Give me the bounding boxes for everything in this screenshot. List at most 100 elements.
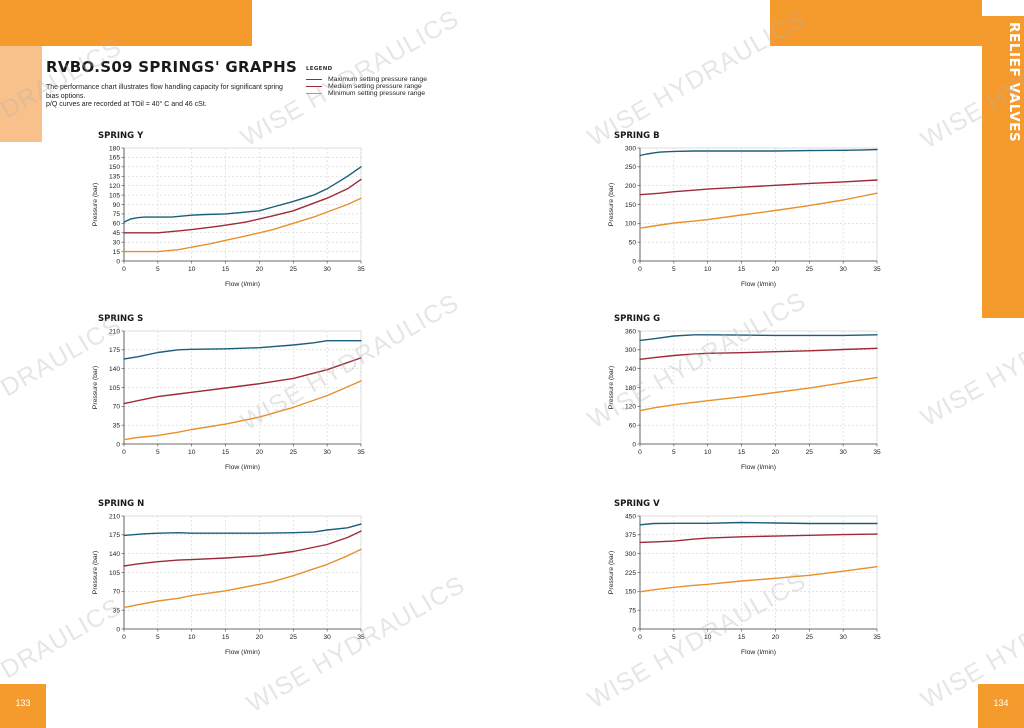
- x-tick-label: 30: [323, 266, 331, 273]
- y-tick-label: 300: [625, 551, 636, 558]
- x-tick-label: 35: [873, 634, 881, 641]
- x-tick-label: 25: [290, 266, 298, 273]
- x-tick-label: 5: [672, 449, 676, 456]
- y-tick-label: 105: [109, 192, 120, 199]
- x-tick-label: 15: [222, 266, 230, 273]
- page-number-left: 133: [15, 698, 31, 708]
- x-tick-label: 35: [357, 266, 365, 273]
- legend-item-label: Maximum setting pressure range: [328, 76, 427, 83]
- chart-title: SPRING N: [98, 499, 144, 509]
- y-tick-label: 135: [109, 174, 120, 181]
- y-tick-label: 100: [625, 221, 636, 228]
- x-tick-label: 35: [357, 634, 365, 641]
- x-tick-label: 25: [290, 634, 298, 641]
- y-tick-label: 90: [113, 202, 121, 209]
- page-number-box-right: 134: [978, 684, 1024, 728]
- description-line: The performance chart illustrates flow h…: [46, 84, 283, 91]
- series-medium: [123, 530, 362, 567]
- legend-item-maximum: Maximum setting pressure range: [306, 76, 427, 83]
- y-axis-label: Pressure (bar): [608, 183, 615, 226]
- series-maximum: [639, 148, 878, 157]
- chart-title: SPRING B: [614, 131, 660, 141]
- series-minimum: [123, 380, 362, 441]
- description-line: bias options.: [46, 92, 86, 100]
- x-tick-label: 20: [772, 449, 780, 456]
- legend-item-minimum: Minimum setting pressure range: [306, 90, 427, 97]
- side-section-tab-label: RELIEF VALVES: [1006, 22, 1022, 143]
- chart-spring-b: SPRING B 0 5 10 15 20 25 30 35 0 50 100 150 200 250 300…: [608, 131, 881, 288]
- series-maximum: [123, 523, 362, 537]
- y-tick-label: 225: [625, 570, 636, 577]
- legend-item-label: Medium setting pressure range: [328, 83, 422, 90]
- x-tick-label: 10: [188, 634, 196, 641]
- x-axis-label: Flow (l/min): [741, 281, 776, 288]
- y-tick-label: 105: [109, 385, 120, 392]
- series-maximum: [123, 166, 362, 223]
- y-tick-label: 180: [625, 385, 636, 392]
- x-tick-label: 20: [256, 449, 264, 456]
- x-tick-label: 10: [704, 449, 712, 456]
- y-tick-label: 200: [625, 183, 636, 190]
- x-tick-label: 15: [738, 266, 746, 273]
- x-tick-label: 10: [704, 266, 712, 273]
- left-page: [0, 0, 512, 728]
- y-tick-label: 70: [113, 589, 121, 596]
- y-tick-label: 140: [109, 551, 120, 558]
- x-tick-label: 0: [638, 634, 642, 641]
- y-tick-label: 0: [632, 626, 636, 633]
- x-tick-label: 10: [188, 266, 196, 273]
- series-medium: [639, 347, 878, 360]
- y-tick-label: 15: [113, 249, 121, 256]
- y-tick-label: 0: [116, 441, 120, 448]
- x-tick-label: 5: [156, 449, 160, 456]
- x-tick-label: 20: [256, 266, 264, 273]
- series-medium: [123, 178, 362, 234]
- x-tick-label: 5: [156, 634, 160, 641]
- y-tick-label: 300: [625, 145, 636, 152]
- y-tick-label: 210: [109, 328, 120, 335]
- x-tick-label: 10: [188, 449, 196, 456]
- y-axis-label: Pressure (bar): [92, 551, 99, 594]
- x-tick-label: 15: [738, 634, 746, 641]
- x-tick-label: 35: [873, 449, 881, 456]
- y-tick-label: 60: [629, 422, 637, 429]
- y-tick-label: 240: [625, 366, 636, 373]
- chart-title: SPRING S: [98, 314, 143, 324]
- left-edge-tab: [0, 46, 42, 142]
- x-tick-label: 25: [290, 449, 298, 456]
- page-title: RVBO.S09 SPRINGS' GRAPHS: [46, 58, 298, 76]
- chart-spring-s: SPRING S 0 5 10 15 20 25 30 35 0 35 70 105 140 175 210 F…: [92, 314, 365, 471]
- y-tick-label: 175: [109, 532, 120, 539]
- top-right-banner: [770, 0, 982, 46]
- y-tick-label: 180: [109, 145, 120, 152]
- x-tick-label: 10: [704, 634, 712, 641]
- y-tick-label: 70: [113, 404, 121, 411]
- description: The performance chart illustrates flow h…: [46, 84, 301, 110]
- x-tick-label: 0: [122, 266, 126, 273]
- series-minimum: [639, 565, 878, 593]
- description-line: p/Q curves are recorded at TOil = 40° C …: [46, 101, 207, 108]
- x-tick-label: 15: [738, 449, 746, 456]
- y-tick-label: 75: [629, 607, 637, 614]
- series-medium: [639, 533, 878, 544]
- series-maximum: [123, 340, 362, 360]
- y-tick-label: 175: [109, 347, 120, 354]
- x-axis-label: Flow (l/min): [741, 649, 776, 656]
- chart-title: SPRING G: [614, 314, 660, 324]
- series-maximum: [639, 521, 878, 526]
- page-number-box-left: 133: [0, 684, 46, 728]
- y-tick-label: 375: [625, 532, 636, 539]
- y-tick-label: 450: [625, 513, 636, 520]
- y-tick-label: 150: [109, 164, 120, 171]
- x-tick-label: 5: [672, 634, 676, 641]
- side-section-tab[interactable]: RELIEF VALVES: [982, 16, 1024, 318]
- series-medium: [123, 357, 362, 405]
- x-tick-label: 5: [672, 266, 676, 273]
- chart-spring-v: SPRING V 0 5 10 15 20 25 30 35 0 75 150 225 300 375 450…: [608, 499, 881, 656]
- y-tick-label: 165: [109, 155, 120, 162]
- x-tick-label: 20: [772, 634, 780, 641]
- x-axis-label: Flow (l/min): [741, 464, 776, 471]
- x-tick-label: 0: [638, 266, 642, 273]
- x-tick-label: 30: [839, 449, 847, 456]
- x-tick-label: 15: [222, 634, 230, 641]
